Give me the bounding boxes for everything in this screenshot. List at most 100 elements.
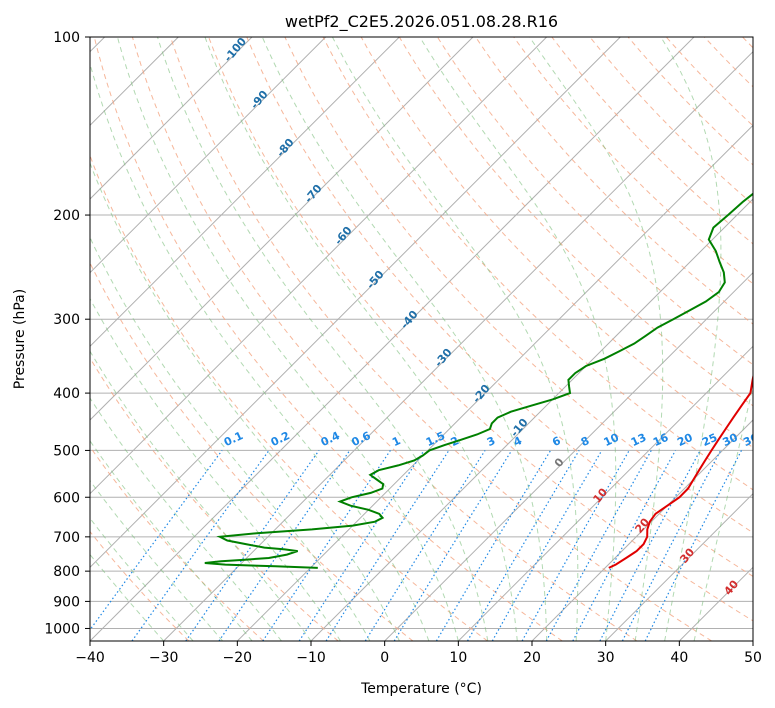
moist-adiabat [331, 37, 579, 641]
dry-adiabat [513, 37, 753, 285]
dry-adiabat [208, 37, 753, 622]
dry-adiabat [90, 154, 488, 641]
y-tick-label: 700 [53, 530, 80, 546]
mixing-ratio-label: 6 [550, 434, 563, 449]
dry-adiabat-label: -70 [302, 182, 325, 206]
x-tick-label: 40 [670, 650, 688, 666]
mixing-ratio-label: 0.4 [319, 429, 342, 449]
y-tick-label: 800 [53, 564, 80, 580]
moist-adiabat [90, 61, 430, 641]
mixing-ratio-line [364, 450, 486, 641]
mixing-ratio-line [90, 450, 223, 631]
mixing-ratio-line [644, 450, 743, 641]
isotherm-line [90, 37, 400, 348]
isotherm-line [90, 37, 548, 495]
plot-frame [89, 36, 754, 642]
mixing-ratio-label: 3 [485, 434, 497, 449]
dry-adiabat-label: -20 [470, 382, 493, 406]
mixing-ratio-label: 16 [651, 431, 671, 449]
dry-adiabat [246, 37, 753, 577]
dry-adiabat [131, 37, 638, 641]
mixing-ratio-line [218, 450, 351, 641]
x-tick-label: −30 [149, 650, 179, 666]
mixing-ratio-line [298, 450, 425, 641]
dry-adiabat [475, 37, 753, 325]
mixing-ratio-line [435, 450, 552, 641]
mixing-ratio-label: 0.2 [269, 429, 292, 449]
x-tick-label: −40 [75, 650, 105, 666]
isotherm-line [752, 640, 753, 641]
y-tick-label: 900 [53, 594, 80, 610]
isotherm-line [310, 198, 753, 641]
dry-adiabat-label: -100 [221, 35, 249, 65]
isotherm-line [678, 566, 753, 641]
mixing-ratio-line [131, 450, 270, 641]
x-tick-label: 20 [523, 650, 541, 666]
x-tick-label: 50 [744, 650, 762, 666]
y-axis-ticks: 100 200 300 400 500 600 700 800 900 1000 [44, 30, 90, 637]
moist-adiabat [660, 37, 722, 641]
dry-adiabat [436, 37, 753, 366]
moist-adiabat [157, 37, 489, 641]
y-axis-label: Pressure (hPa) [12, 289, 28, 389]
mixing-ratio-line [325, 450, 450, 641]
y-tick-label: 600 [53, 490, 80, 506]
dewpoint-trace [204, 192, 753, 569]
x-tick-label: −20 [223, 650, 253, 666]
dry-adiabat [322, 37, 753, 491]
plot-area: 0.1 0.2 0.4 0.6 1 1.5 2 3 4 6 8 10 13 16 20 25 30 36-100-… [90, 35, 761, 641]
x-axis-label: Temperature (°C) [360, 681, 482, 697]
mixing-ratio-line [262, 450, 391, 641]
mixing-ratio-label: 1 [390, 434, 402, 449]
mixing-ratio-label: 13 [629, 431, 648, 449]
x-tick-label: −10 [296, 650, 326, 666]
mixing-ratio-line [466, 450, 580, 641]
sounding-traces [204, 192, 753, 569]
dry-adiabat [398, 37, 753, 407]
dry-adiabat-label: 0 [552, 455, 567, 469]
mixing-ratio-label: 10 [602, 431, 622, 449]
isotherm-line [531, 419, 753, 641]
moist-adiabat-label: 40 [721, 577, 741, 597]
moist-adiabat [90, 161, 400, 641]
dry-adiabat [170, 37, 712, 641]
mixing-ratio-line [545, 450, 652, 641]
mixing-ratio-label: 20 [675, 431, 695, 449]
isotherm-line [163, 50, 753, 641]
dry-adiabat [551, 37, 753, 245]
moist-adiabat [419, 37, 617, 641]
dry-adiabat-label: -50 [364, 268, 387, 292]
moist-adiabat [693, 383, 753, 641]
mixing-ratio-line [185, 450, 320, 641]
mixing-ratio-label: 36 [741, 431, 761, 449]
moist-adiabat [117, 37, 459, 641]
moist-adiabat [90, 297, 341, 641]
dry-adiabat [742, 37, 753, 49]
chart-title: wetPf2_C2E5.2026.051.08.28.R16 [285, 12, 558, 32]
x-tick-label: 30 [597, 650, 615, 666]
isotherm-line [457, 345, 753, 641]
isotherm-line [90, 37, 474, 421]
moist-adiabat [90, 517, 194, 641]
dry-adiabat-label: -90 [248, 88, 271, 112]
mixing-ratio-line [521, 450, 630, 641]
isotherm-line [90, 37, 327, 274]
dry-adiabat [90, 261, 414, 641]
dry-adiabat [360, 37, 753, 449]
isotherm-line [384, 271, 753, 641]
isotherm-line [90, 37, 253, 200]
moist-adiabat [90, 350, 312, 641]
moist-adiabat-label: 10 [590, 485, 610, 505]
isotherm-line [90, 37, 695, 641]
y-tick-label: 200 [53, 208, 80, 224]
isotherm-line [605, 492, 753, 641]
moist-adiabat [204, 37, 518, 641]
mixing-ratio-label: 0.6 [350, 429, 373, 449]
mixing-ratio-line [621, 450, 722, 641]
x-axis-ticks: −40 −30 −20 −10 0 10 20 30 40 50 [75, 641, 762, 666]
dry-adiabat-label: -80 [274, 136, 297, 160]
x-tick-label: 10 [449, 650, 467, 666]
y-tick-label: 500 [53, 443, 80, 459]
moist-adiabat [528, 37, 664, 641]
